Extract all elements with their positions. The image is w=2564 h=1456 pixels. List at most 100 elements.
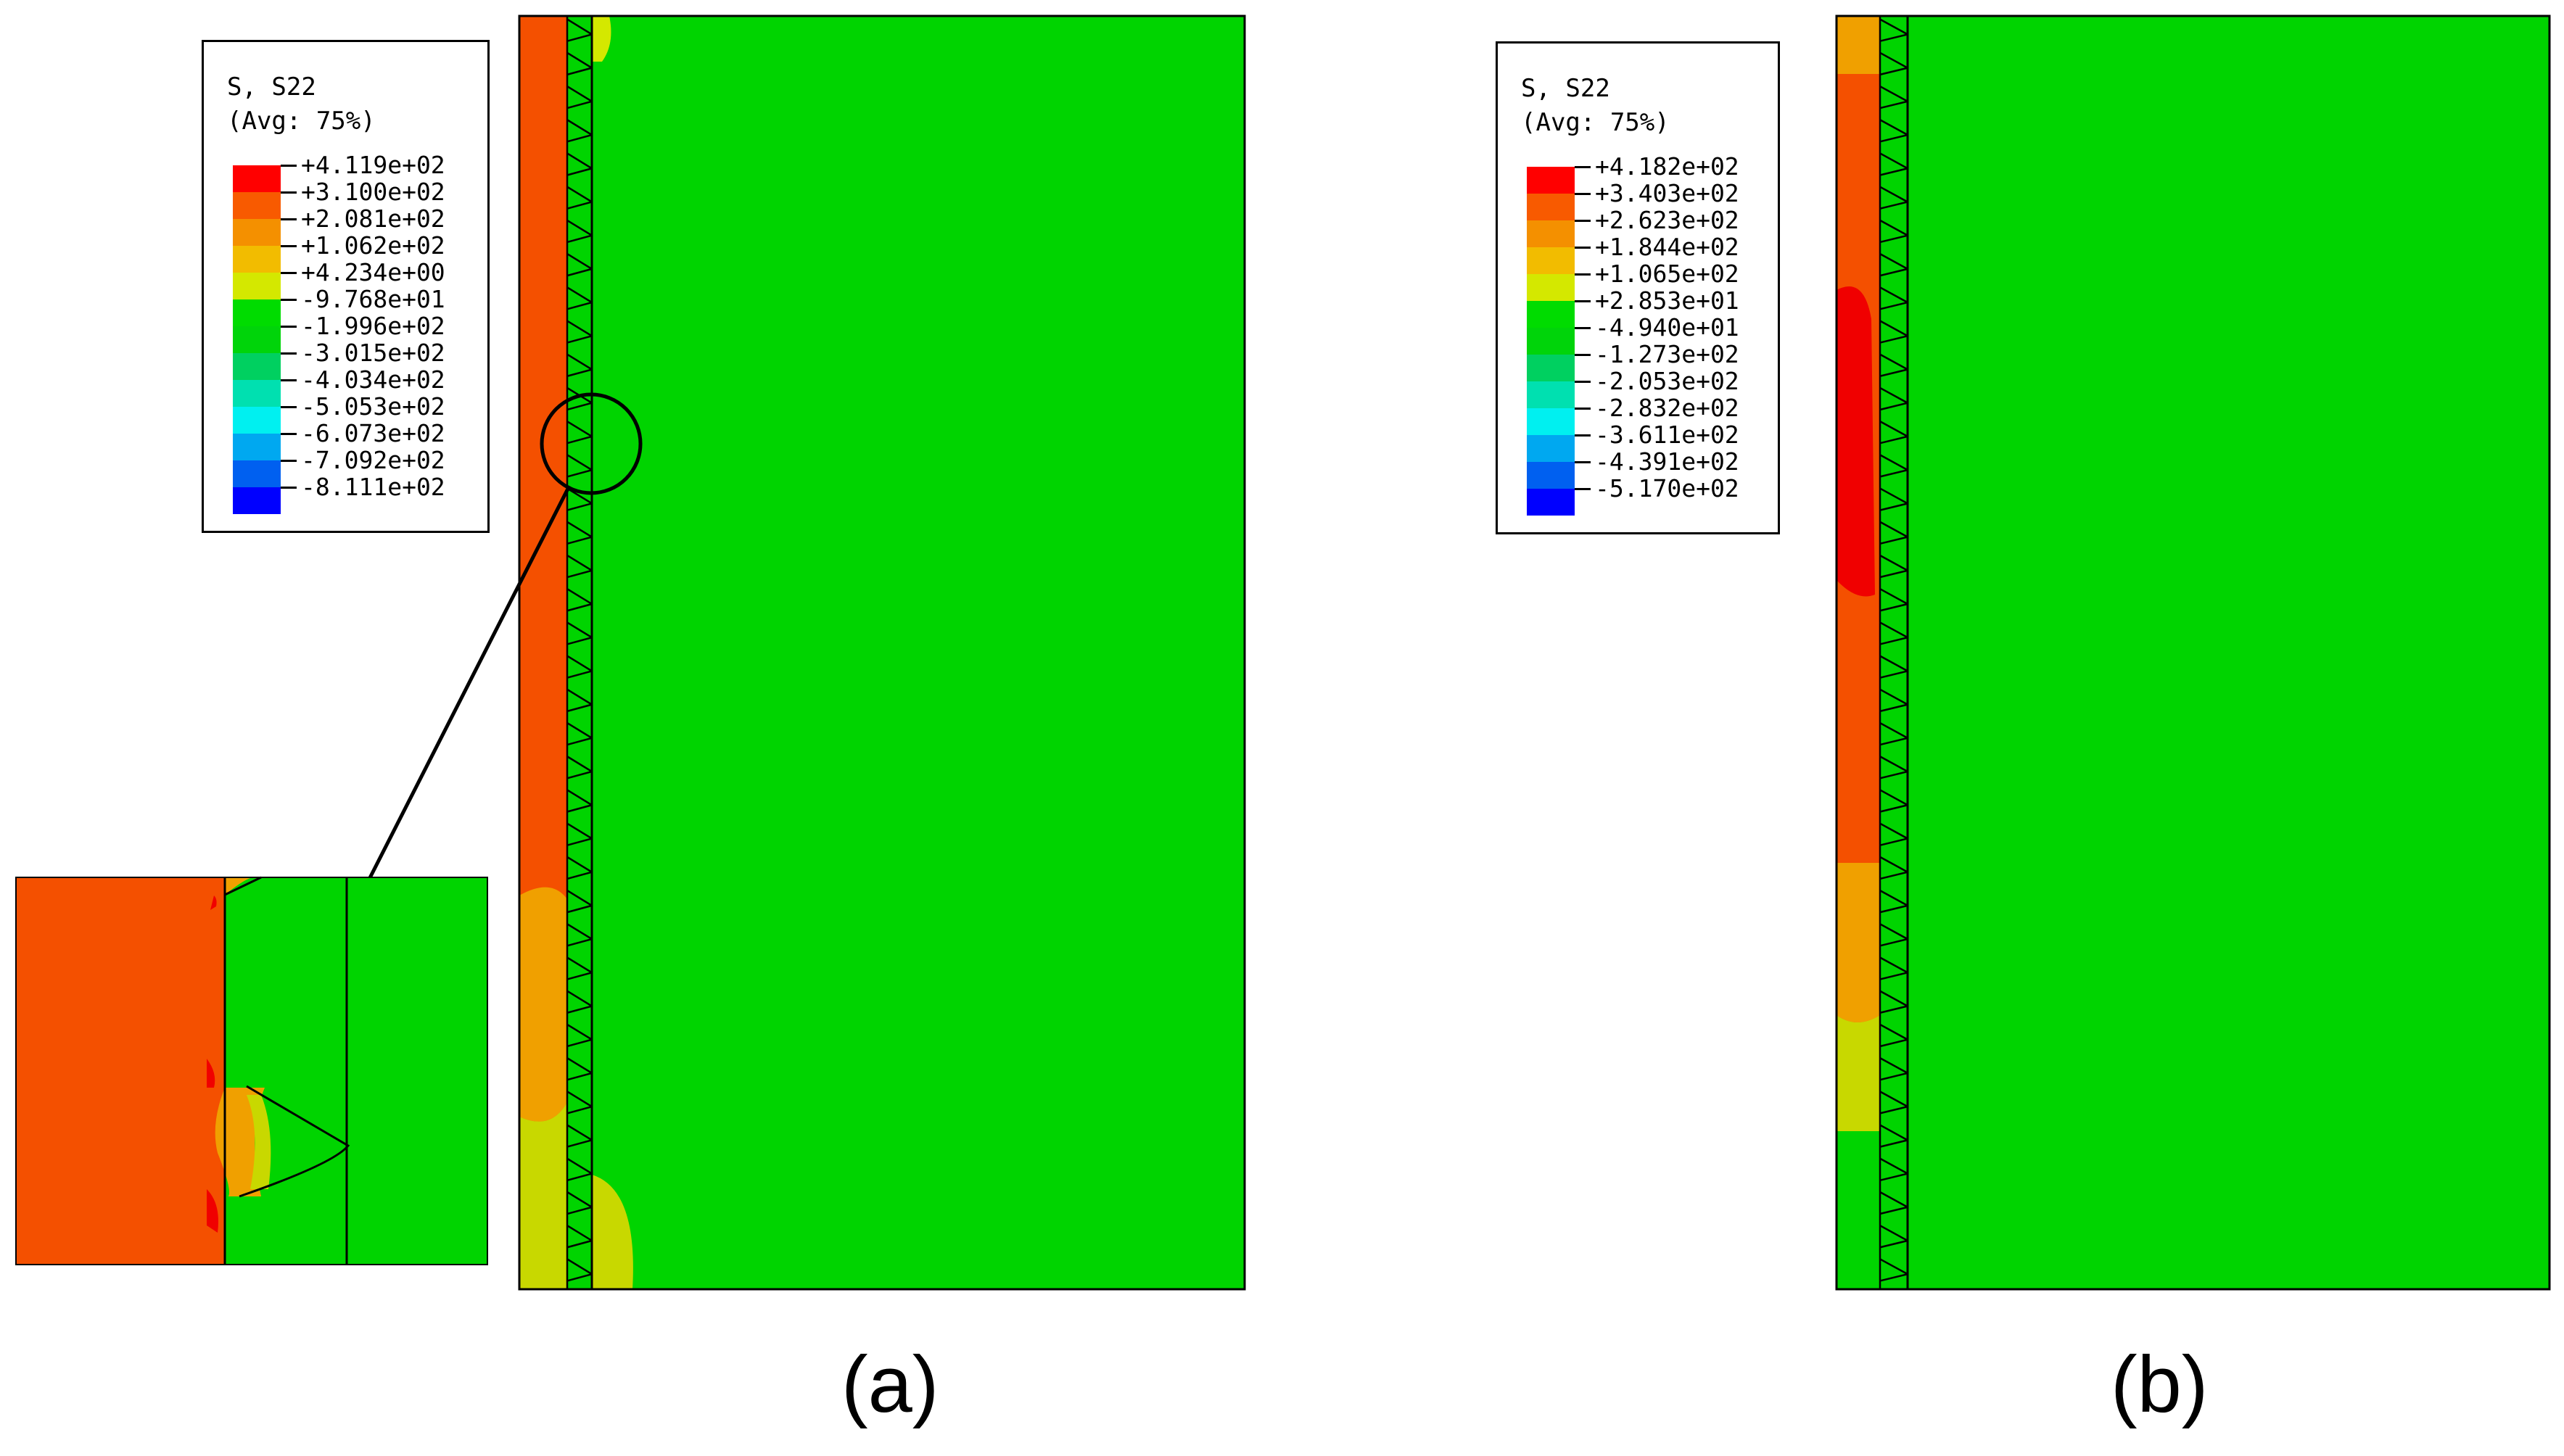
legend-b-value: +1.065e+02 — [1595, 260, 1739, 288]
panel-b-body — [1908, 16, 2549, 1289]
legend-a-swatch — [233, 299, 281, 326]
legend-a-swatch — [233, 353, 281, 380]
legend-b-value: +4.182e+02 — [1595, 152, 1739, 181]
panel-b-rim-light-orange — [1837, 863, 1880, 1022]
legend-b-swatch — [1527, 355, 1575, 381]
legend-b-value: +2.853e+01 — [1595, 286, 1739, 315]
legend-a-swatch — [233, 192, 281, 219]
legend-a-tick — [281, 272, 297, 274]
legend-a-swatch — [233, 273, 281, 299]
legend-a-swatch — [233, 165, 281, 192]
panel-b-outline — [1835, 15, 2551, 1291]
legend-a-swatch — [233, 219, 281, 246]
legend-b-tick — [1575, 300, 1591, 302]
legend-a: S, S22 (Avg: 75%) +4.119e+02 +3.100e+02 +2… — [202, 40, 490, 533]
legend-a-value: -4.034e+02 — [301, 365, 445, 394]
legend-b-swatch — [1527, 247, 1575, 274]
legend-b-tick — [1575, 166, 1591, 168]
legend-a-swatch — [233, 460, 281, 487]
legend-a-value: -7.092e+02 — [301, 446, 445, 474]
legend-b-value: +1.844e+02 — [1595, 233, 1739, 261]
legend-b-tick — [1575, 461, 1591, 463]
legend-a-tick — [281, 406, 297, 408]
legend-a-value: +1.062e+02 — [301, 231, 445, 260]
panel-a-outline — [518, 15, 1246, 1291]
legend-b-value: +3.403e+02 — [1595, 179, 1739, 207]
panel-b-label: (b) — [2111, 1340, 2209, 1429]
legend-b-swatch — [1527, 462, 1575, 489]
panel-a-rim-yellow — [519, 1102, 567, 1289]
legend-a-title-line1: S, S22 — [227, 73, 316, 102]
legend-a-tick — [281, 460, 297, 462]
legend-b-title-line2: (Avg: 75%) — [1521, 108, 1670, 137]
legend-b-swatch — [1527, 301, 1575, 328]
legend-b-swatch — [1527, 167, 1575, 194]
panel-a-body — [592, 16, 1245, 1289]
zoom-inset — [15, 876, 488, 1265]
legend-b-tick — [1575, 434, 1591, 437]
legend-a-swatch — [233, 326, 281, 353]
panel-a-rim-light-orange — [519, 887, 567, 1122]
legend-b-tick — [1575, 193, 1591, 195]
legend-b-value: -4.391e+02 — [1595, 447, 1739, 476]
legend-b-swatch — [1527, 381, 1575, 408]
panel-a-label: (a) — [841, 1340, 939, 1429]
legend-b-value: -1.273e+02 — [1595, 340, 1739, 368]
panel-b-contour — [1835, 15, 2551, 1291]
legend-a-tick — [281, 245, 297, 247]
legend-b-tick — [1575, 327, 1591, 329]
panel-a-body-yellow-bottom — [592, 1175, 633, 1289]
panel-b-rim-yellow — [1837, 1015, 1880, 1131]
legend-a-value: -5.053e+02 — [301, 392, 445, 421]
legend-a-swatch — [233, 487, 281, 514]
legend-b-swatch — [1527, 220, 1575, 247]
panel-b-rim-top — [1837, 16, 1880, 74]
legend-a-value: -1.996e+02 — [301, 312, 445, 340]
legend-b-value: -3.611e+02 — [1595, 421, 1739, 449]
legend-a-swatch — [233, 246, 281, 273]
legend-b-value: -5.170e+02 — [1595, 474, 1739, 502]
legend-a-value: -6.073e+02 — [301, 419, 445, 447]
legend-b: S, S22 (Avg: 75%) +4.182e+02 +3.403e+02 +2… — [1496, 41, 1780, 534]
legend-a-tick — [281, 326, 297, 328]
legend-b-value: -4.940e+01 — [1595, 313, 1739, 342]
legend-a-swatch — [233, 380, 281, 407]
legend-a-tick — [281, 299, 297, 301]
legend-b-swatch — [1527, 194, 1575, 220]
legend-a-tick — [281, 352, 297, 355]
legend-a-value: +4.234e+00 — [301, 258, 445, 286]
legend-b-tick — [1575, 381, 1591, 383]
legend-b-swatch — [1527, 408, 1575, 435]
legend-a-tick — [281, 379, 297, 381]
panel-b-rim-green — [1837, 1131, 1880, 1289]
legend-a-tick — [281, 165, 297, 167]
legend-a-value: -9.768e+01 — [301, 285, 445, 313]
legend-b-swatch — [1527, 435, 1575, 462]
legend-a-tick — [281, 487, 297, 489]
legend-a-tick — [281, 191, 297, 194]
legend-b-tick — [1575, 247, 1591, 249]
panel-b-rim-red — [1837, 286, 1875, 597]
legend-b-title-line1: S, S22 — [1521, 74, 1610, 103]
legend-b-swatch — [1527, 489, 1575, 516]
legend-b-tick — [1575, 488, 1591, 490]
legend-a-swatch — [233, 434, 281, 460]
legend-a-value: +3.100e+02 — [301, 178, 445, 206]
zoom-circle — [540, 392, 643, 495]
legend-a-value: +2.081e+02 — [301, 204, 445, 233]
legend-b-tick — [1575, 220, 1591, 222]
panel-a-contour — [263, 15, 1246, 1291]
panel-a-body-yellow-top — [592, 16, 611, 62]
legend-b-tick — [1575, 408, 1591, 410]
legend-a-tick — [281, 218, 297, 220]
legend-a-tick — [281, 433, 297, 435]
legend-a-swatch — [233, 407, 281, 434]
legend-b-swatch — [1527, 328, 1575, 355]
legend-b-swatch — [1527, 274, 1575, 301]
legend-b-tick — [1575, 273, 1591, 276]
legend-a-value: +4.119e+02 — [301, 151, 445, 179]
legend-b-value: -2.053e+02 — [1595, 367, 1739, 395]
legend-b-value: -2.832e+02 — [1595, 394, 1739, 422]
legend-b-tick — [1575, 354, 1591, 356]
